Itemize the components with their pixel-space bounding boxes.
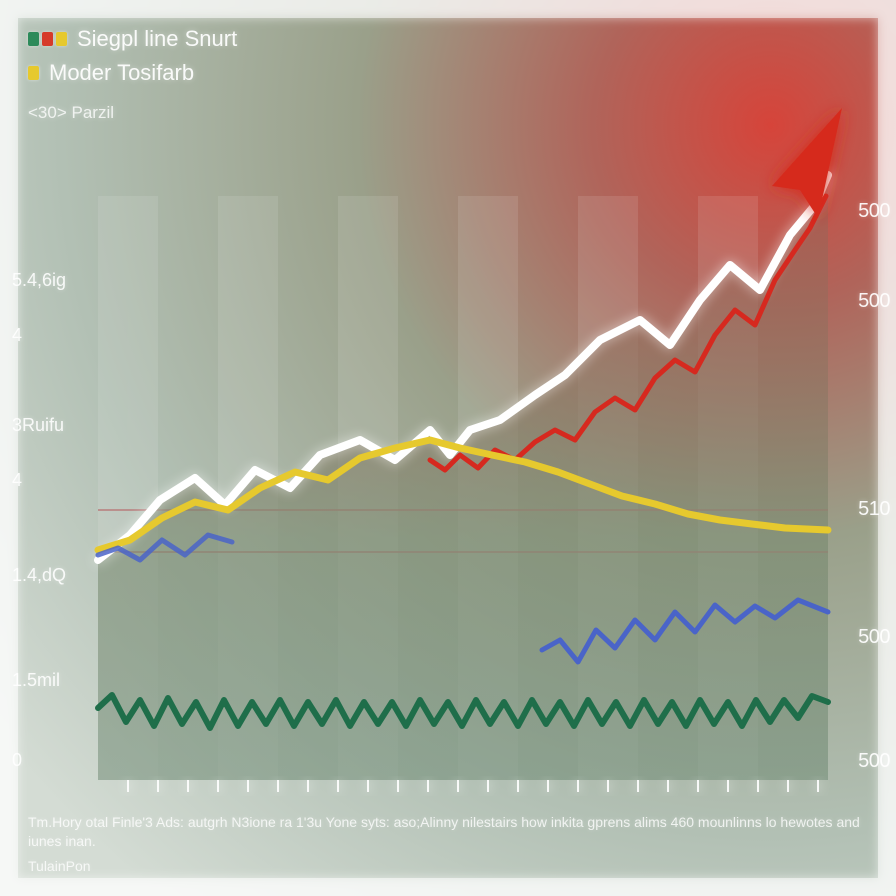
y-tick-label: 1.4,dQ [12, 565, 66, 586]
y-tick-label: 500 [858, 290, 890, 313]
y-tick-label: 4 [12, 470, 22, 491]
background-layer [0, 0, 896, 896]
footer-line: TulainPon [28, 857, 876, 876]
y-tick-label: 1.5mil [12, 670, 60, 691]
y-tick-label: 4 [12, 325, 22, 346]
legend: Siegpl line Snurt Moder Tosifarb <30> Pa… [28, 22, 237, 127]
y-tick-label: 500 [858, 750, 890, 773]
y-tick-label: 5.4,6ig [12, 270, 66, 291]
y-tick-label: 0 [12, 750, 22, 771]
legend-marker [28, 66, 39, 80]
chart-root: Siegpl line Snurt Moder Tosifarb <30> Pa… [0, 0, 896, 896]
footer-line: Tm.Hory otal Finle'3 Ads: autgrh N3ione … [28, 813, 876, 851]
y-tick-label: 3Ruifu [12, 415, 64, 436]
legend-row: Moder Tosifarb [28, 56, 237, 90]
y-tick-label: 500 [858, 626, 890, 649]
legend-marker [28, 32, 67, 46]
y-tick-label: 510 [858, 498, 890, 521]
footer-caption: Tm.Hory otal Finle'3 Ads: autgrh N3ione … [28, 813, 876, 876]
legend-label: Siegpl line Snurt [77, 22, 237, 56]
y-tick-label: 500 [858, 200, 890, 223]
legend-label: Moder Tosifarb [49, 56, 194, 90]
legend-row: Siegpl line Snurt [28, 22, 237, 56]
legend-sublabel: <30> Parzil [28, 100, 237, 126]
